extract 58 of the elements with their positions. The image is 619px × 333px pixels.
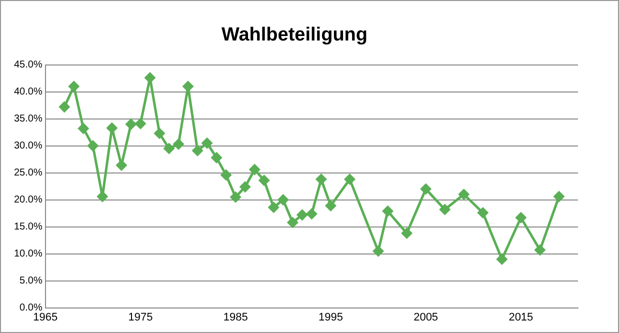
x-tick-label: 1965 — [33, 311, 58, 324]
point — [88, 140, 98, 152]
point — [106, 122, 118, 134]
chart-title: Wahlbeteiligung — [221, 24, 368, 46]
point — [211, 152, 222, 163]
point — [78, 123, 89, 134]
y-tick-label: 20.0% — [14, 194, 42, 206]
point — [154, 128, 165, 139]
point — [135, 118, 146, 129]
point — [97, 191, 108, 202]
point — [344, 174, 355, 185]
point — [144, 72, 156, 84]
point — [182, 81, 194, 92]
point — [173, 138, 184, 150]
point — [249, 164, 260, 175]
point — [382, 206, 394, 216]
point — [420, 184, 432, 194]
point — [440, 204, 450, 215]
point — [534, 244, 546, 256]
point — [287, 217, 298, 228]
point — [258, 175, 270, 186]
point — [230, 192, 241, 202]
point — [478, 208, 488, 218]
point — [496, 254, 508, 264]
x-tick-label: 2005 — [414, 311, 438, 324]
x-tick-label: 2015 — [508, 311, 534, 324]
point — [202, 138, 212, 148]
x-tick-label: 1975 — [128, 311, 153, 324]
point — [59, 102, 70, 112]
y-tick-label: 35.0% — [14, 114, 42, 125]
point — [68, 81, 80, 92]
point — [402, 228, 412, 239]
y-tick-label: 15.0% — [14, 222, 42, 233]
point — [306, 208, 317, 220]
point — [554, 191, 564, 202]
y-tick-label: 10.0% — [14, 248, 42, 260]
x-tick-label: 1985 — [223, 311, 248, 324]
y-tick-label: 5.0% — [20, 276, 42, 287]
y-tick-label: 40.0% — [14, 86, 42, 98]
y-tick-label: 30.0% — [14, 140, 42, 152]
point — [220, 170, 232, 180]
point — [278, 194, 288, 206]
x-tick-label: 1995 — [318, 311, 343, 324]
point — [316, 174, 326, 185]
point — [192, 145, 203, 156]
point — [516, 212, 526, 223]
y-tick-label: 0.0% — [20, 302, 42, 314]
point — [296, 210, 308, 220]
y-tick-label: 25.0% — [14, 168, 42, 179]
point — [164, 143, 174, 154]
y-tick-label: 45.0% — [14, 60, 42, 71]
point — [268, 202, 279, 213]
point — [458, 189, 470, 200]
point — [240, 182, 250, 192]
point — [116, 160, 127, 170]
point — [126, 118, 136, 130]
point — [373, 246, 384, 256]
point — [325, 200, 336, 211]
